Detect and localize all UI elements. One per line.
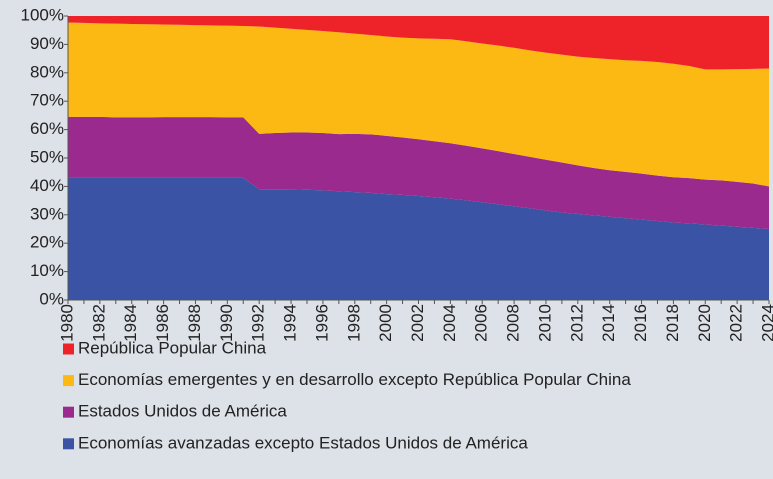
x-tick-label: 2016 — [631, 304, 650, 342]
x-tick-label: 2000 — [376, 304, 395, 342]
legend-label: Estados Unidos de América — [78, 402, 287, 421]
x-tick-label: 2022 — [727, 304, 746, 342]
x-tick-label: 1984 — [121, 304, 140, 342]
area — [68, 22, 769, 187]
y-tick-label: 60% — [30, 119, 64, 138]
x-tick-label: 2012 — [567, 304, 586, 342]
area — [68, 116, 769, 229]
x-tick-label: 2006 — [472, 304, 491, 342]
y-tick-label: 20% — [30, 233, 64, 252]
y-tick-label: 30% — [30, 204, 64, 223]
x-tick-label: 1986 — [153, 304, 172, 342]
y-tick-label: 50% — [30, 147, 64, 166]
y-tick-label: 80% — [30, 62, 64, 81]
x-tick-label: 2008 — [504, 304, 523, 342]
y-tick-label: 90% — [30, 34, 64, 53]
y-tick-label: 0% — [39, 289, 64, 308]
x-tick-label: 1980 — [57, 304, 76, 342]
x-tick-label: 1996 — [312, 304, 331, 342]
x-tick-label: 2018 — [663, 304, 682, 342]
legend-swatch — [63, 406, 74, 418]
x-tick-label: 2024 — [758, 304, 773, 342]
x-tick-label: 1982 — [89, 304, 108, 342]
x-tick-label: 2010 — [535, 304, 554, 342]
x-tick-label: 2014 — [599, 304, 618, 342]
x-tick-label: 1990 — [217, 304, 236, 342]
y-tick-label: 40% — [30, 176, 64, 195]
x-tick-label: 1992 — [249, 304, 268, 342]
x-tick-label: 2002 — [408, 304, 427, 342]
legend-label: Economías emergentes y en desarrollo exc… — [78, 370, 631, 389]
y-tick-label: 10% — [30, 261, 64, 280]
x-tick-label: 1994 — [281, 304, 300, 342]
area — [68, 177, 769, 300]
y-tick-label: 100% — [21, 5, 64, 24]
y-tick-label: 70% — [30, 91, 64, 110]
legend-swatch — [63, 375, 74, 387]
x-tick-label: 2020 — [695, 304, 714, 342]
legend-label: República Popular China — [78, 338, 267, 357]
area — [68, 16, 769, 70]
legend-swatch — [63, 438, 74, 450]
x-tick-label: 1998 — [344, 304, 363, 342]
x-tick-label: 1988 — [185, 304, 204, 342]
legend-swatch — [63, 343, 74, 355]
x-tick-label: 2004 — [440, 304, 459, 342]
legend-label: Economías avanzadas excepto Estados Unid… — [78, 433, 528, 452]
